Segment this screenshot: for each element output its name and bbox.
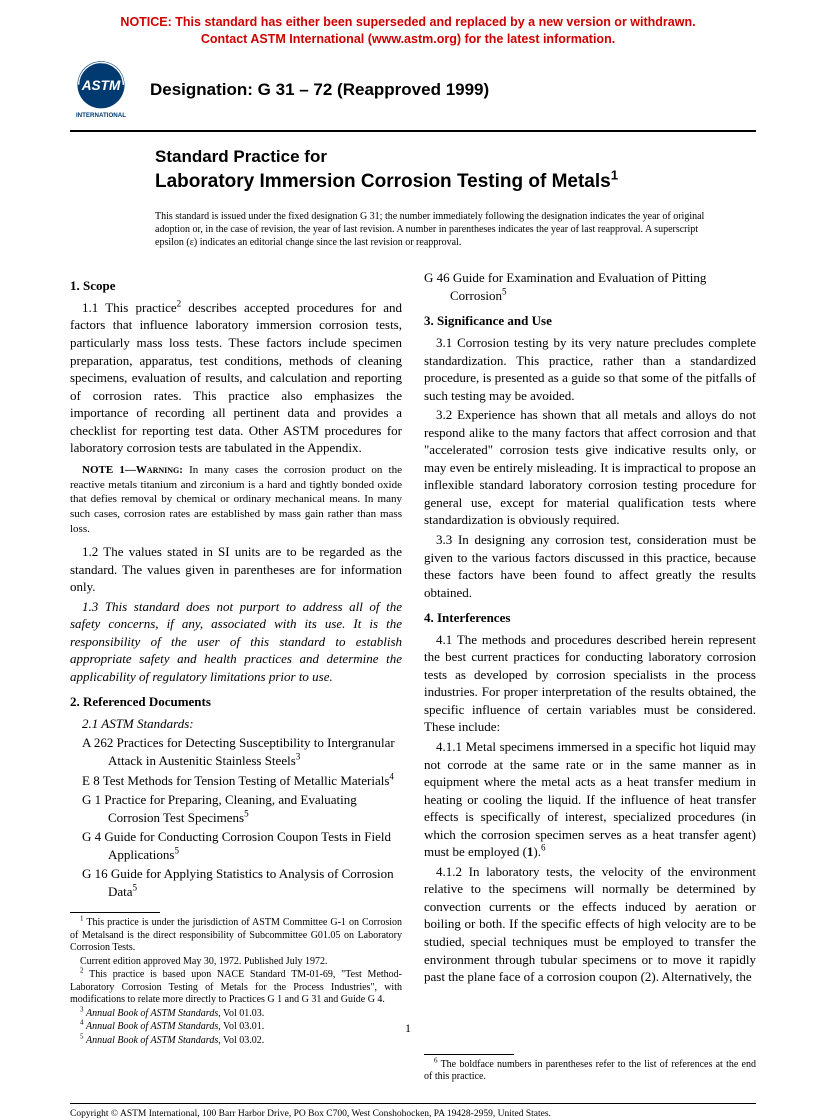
title-text: Laboratory Immersion Corrosion Testing o… [155,171,611,192]
designation: Designation: G 31 – 72 (Reapproved 1999) [150,79,489,102]
ref-item: G 1 Practice for Preparing, Cleaning, an… [82,791,402,826]
interf-head: 4. Interferences [424,609,756,627]
sig-3-2: 3.2 Experience has shown that all metals… [424,406,756,529]
scope-1-2: 1.2 The values stated in SI units are to… [70,543,402,596]
ref-list: A 262 Practices for Detecting Susceptibi… [70,734,402,900]
page-number: 1 [0,1020,816,1036]
notice-line1: NOTICE: This standard has either been su… [120,15,695,29]
note-1: NOTE 1—Warning: In many cases the corros… [70,463,402,537]
notice-line2: Contact ASTM International (www.astm.org… [201,32,615,46]
header-row: ASTM INTERNATIONAL Designation: G 31 – 7… [0,54,816,128]
interf-4-1-2: 4.1.2 In laboratory tests, the velocity … [424,863,756,986]
note-label: NOTE 1—Warning: [82,464,183,476]
ref-item: G 16 Guide for Applying Statistics to An… [82,865,402,900]
issue-note: This standard is issued under the fixed … [0,202,816,259]
sig-3-1: 3.1 Corrosion testing by its very nature… [424,334,756,404]
interf-4-1-1: 4.1.1 Metal specimens immersed in a spec… [424,738,756,861]
title-line1: Standard Practice for [155,146,756,169]
footnote: 6 The boldface numbers in parentheses re… [424,1059,756,1084]
footnote: Current edition approved May 30, 1972. P… [70,956,402,969]
footnote-rule-right [424,1054,514,1055]
bottom-rule [70,1103,756,1104]
scope-1-1: 1.1 This practice2 describes accepted pr… [70,299,402,457]
footnote: 1 This practice is under the jurisdictio… [70,917,402,955]
notice-banner: NOTICE: This standard has either been su… [0,0,816,54]
sig-3-3: 3.3 In designing any corrosion test, con… [424,531,756,601]
ref-g46: G 46 Guide for Examination and Evaluatio… [424,269,756,304]
ref-item: E 8 Test Methods for Tension Testing of … [82,772,402,790]
footnote-rule-left [70,912,160,913]
footnote: 2 This practice is based upon NACE Stand… [70,969,402,1007]
astm-logo: ASTM INTERNATIONAL [70,60,132,122]
refdocs-head: 2. Referenced Documents [70,693,402,711]
svg-text:ASTM: ASTM [81,78,121,93]
title-sup: 1 [611,167,618,182]
refdocs-sub: 2.1 ASTM Standards: [70,715,402,733]
svg-text:INTERNATIONAL: INTERNATIONAL [76,112,126,119]
columns: 1. Scope 1.1 This practice2 describes ac… [0,259,816,1084]
left-column: 1. Scope 1.1 This practice2 describes ac… [70,269,402,1084]
scope-head: 1. Scope [70,277,402,295]
scope-1-3: 1.3 This standard does not purport to ad… [70,598,402,686]
ref-item: A 262 Practices for Detecting Susceptibi… [82,734,402,769]
interf-4-1: 4.1 The methods and procedures described… [424,631,756,736]
footnote: 3 Annual Book of ASTM Standards, Vol 01.… [70,1008,402,1021]
copyright: Copyright © ASTM International, 100 Barr… [0,1108,816,1120]
footnote: 5 Annual Book of ASTM Standards, Vol 03.… [70,1035,402,1048]
right-column: G 46 Guide for Examination and Evaluatio… [424,269,756,1084]
sig-head: 3. Significance and Use [424,312,756,330]
footnotes-right: 6 The boldface numbers in parentheses re… [424,1059,756,1084]
title-line2: Laboratory Immersion Corrosion Testing o… [155,169,756,195]
ref-item: G 4 Guide for Conducting Corrosion Coupo… [82,828,402,863]
title-block: Standard Practice for Laboratory Immersi… [0,132,816,203]
